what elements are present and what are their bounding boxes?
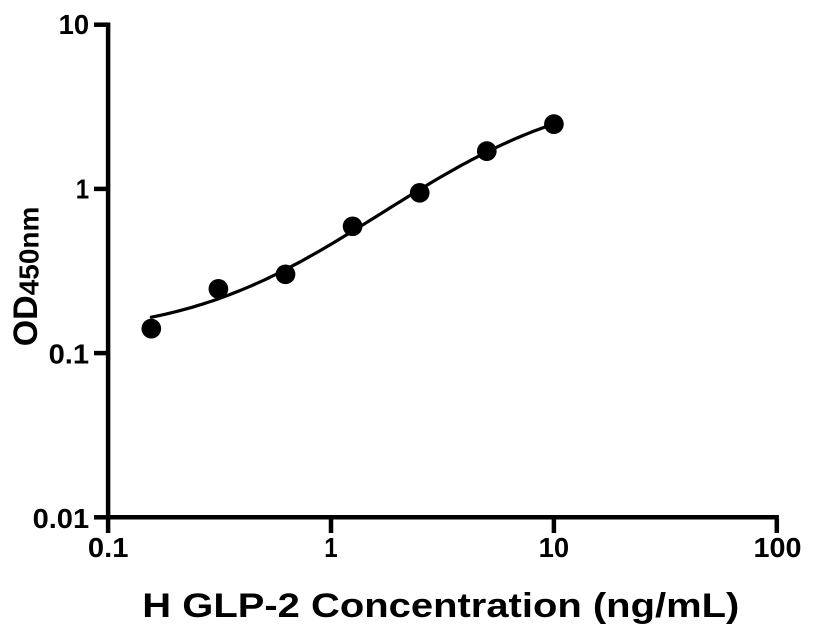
svg-text:0.1: 0.1: [88, 532, 129, 563]
svg-text:0.01: 0.01: [33, 503, 90, 534]
svg-text:10: 10: [539, 532, 570, 563]
svg-text:10: 10: [59, 9, 90, 40]
svg-text:100: 100: [754, 532, 802, 563]
svg-text:OD450nm: OD450nm: [7, 207, 45, 347]
svg-text:0.1: 0.1: [49, 339, 90, 370]
svg-text:1: 1: [76, 174, 89, 205]
svg-text:1: 1: [324, 532, 337, 563]
svg-text:H GLP-2 Concentration (ng/mL): H GLP-2 Concentration (ng/mL): [142, 587, 739, 625]
